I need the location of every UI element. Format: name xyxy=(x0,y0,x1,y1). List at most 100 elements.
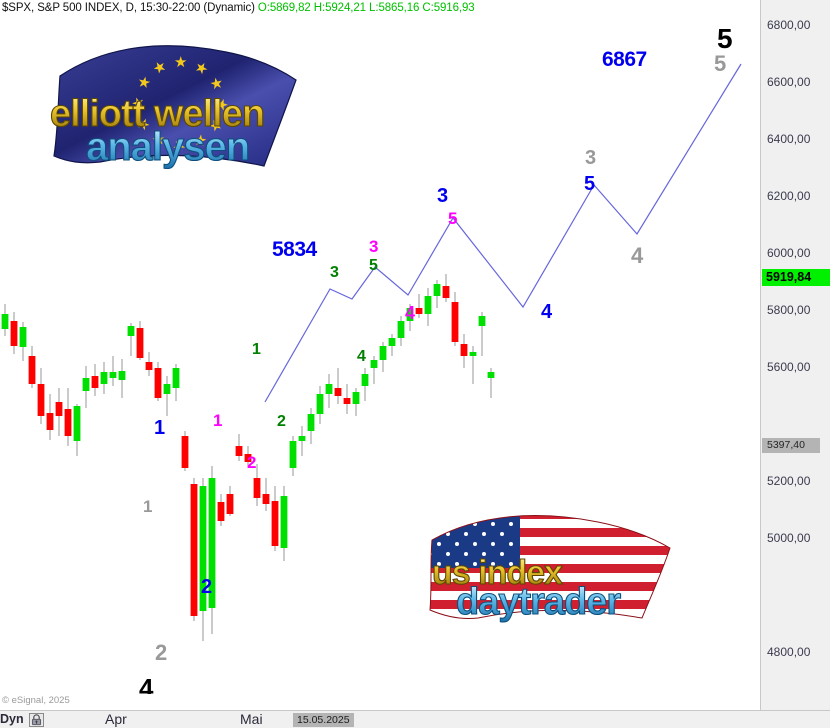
candle-body xyxy=(19,327,27,347)
wave-label-4: 4 xyxy=(631,243,644,268)
eu-logo-line1: elliott wellen xyxy=(50,93,264,135)
candle-body xyxy=(109,372,117,378)
wave-label-4: 4 xyxy=(405,303,416,323)
chart-canvas xyxy=(1,63,742,641)
previous-close-badge: 5397,40 xyxy=(762,438,820,453)
candle-body xyxy=(37,384,45,416)
candle-body xyxy=(397,321,405,338)
quote-header: $SPX, S&P 500 INDEX, D, 15:30-22:00 (Dyn… xyxy=(0,0,830,16)
candle-body xyxy=(406,308,414,321)
wave-label-5: 5 xyxy=(714,51,727,76)
candle-body xyxy=(433,284,441,296)
candle-body xyxy=(10,321,18,346)
svg-text:★: ★ xyxy=(173,137,186,154)
price-target-6867: 6867 xyxy=(602,48,647,71)
candle-body xyxy=(352,392,360,404)
wave-label-5: 5 xyxy=(584,173,596,195)
wave-label-1: 1 xyxy=(213,411,223,430)
wave-label-3: 3 xyxy=(437,185,449,207)
candle-body xyxy=(46,413,54,430)
wave-label-3: 3 xyxy=(369,237,379,256)
candle-body xyxy=(289,441,297,468)
candle-body xyxy=(100,372,108,384)
lock-icon[interactable] xyxy=(29,713,44,727)
candle-body xyxy=(136,328,144,358)
wave-label-4: 4 xyxy=(541,301,553,323)
candle-body xyxy=(1,314,9,329)
time-axis[interactable]: Dyn Apr Mai 15.05.2025 xyxy=(0,710,830,728)
candle-body xyxy=(244,454,252,462)
wave-label-1: 1 xyxy=(154,417,166,439)
price-axis[interactable]: 6800,00 6600,00 6400,00 6200,00 6000,00 5800,… xyxy=(760,0,830,710)
wave-label-2: 2 xyxy=(247,453,257,472)
symbol-description: $SPX, S&P 500 INDEX, D, 15:30-22:00 (Dyn… xyxy=(2,2,255,14)
wave-label-4: 4 xyxy=(139,673,154,694)
ohlc-values: O:5869,82 H:5924,21 L:5865,16 C:5916,93 xyxy=(257,2,475,14)
wave-label-2: 2 xyxy=(201,576,213,598)
candle-body xyxy=(424,296,432,314)
wave-label-3: 3 xyxy=(330,264,339,281)
price-tick: 6400,00 xyxy=(767,132,811,146)
candle-body xyxy=(361,374,369,386)
candle-body xyxy=(442,286,450,298)
wave-projection-line xyxy=(264,63,742,403)
wave-label-1: 1 xyxy=(252,341,261,358)
candle-body xyxy=(172,368,180,388)
wave-label-5: 5 xyxy=(717,23,733,54)
candle-body xyxy=(316,394,324,414)
price-tick: 5800,00 xyxy=(767,303,811,317)
last-price-badge: 5919,84 xyxy=(762,269,830,286)
dyn-scale-label[interactable]: Dyn xyxy=(0,712,24,726)
candle-body xyxy=(28,356,36,384)
candle-body xyxy=(163,384,171,394)
candle-body xyxy=(127,326,135,336)
candle-body xyxy=(154,368,162,398)
candle-body xyxy=(55,402,63,416)
candle-body xyxy=(208,478,216,608)
candle-body xyxy=(217,502,225,521)
price-tick: 6800,00 xyxy=(767,18,811,32)
candle-body xyxy=(181,436,189,468)
us-index-daytrader-logo: us index daytrader xyxy=(418,506,698,626)
candle-body xyxy=(235,446,243,456)
svg-text:★: ★ xyxy=(174,54,187,71)
time-tick: Apr xyxy=(105,711,127,727)
price-tick: 6600,00 xyxy=(767,75,811,89)
projection-polyline xyxy=(264,63,742,403)
wave-label-5: 5 xyxy=(369,257,378,274)
candle-body xyxy=(325,384,333,394)
candle-body xyxy=(487,372,495,378)
candle-body xyxy=(82,378,90,391)
candle-body xyxy=(451,302,459,342)
price-tick: 5000,00 xyxy=(767,531,811,545)
wave-label-1: 1 xyxy=(143,497,153,516)
us-logo-line1: us index xyxy=(432,554,563,592)
candle-body xyxy=(478,316,486,326)
price-tick: 6000,00 xyxy=(767,246,811,260)
candle-body xyxy=(190,484,198,616)
candle-body xyxy=(343,398,351,404)
us-logo-line2: daytrader xyxy=(456,581,621,623)
time-tick: Mai xyxy=(240,711,263,727)
candle-body xyxy=(64,409,72,436)
wave-label-4: 4 xyxy=(357,348,366,365)
candle-body xyxy=(469,352,477,356)
candle-body xyxy=(298,436,306,441)
eu-logo-line2: analysen xyxy=(86,125,249,169)
candle-body xyxy=(460,344,468,356)
wave-label-2: 2 xyxy=(155,640,168,665)
wave-label-3: 3 xyxy=(585,147,597,169)
candle-body xyxy=(253,478,261,498)
candle-body xyxy=(271,501,279,546)
price-target-5834: 5834 xyxy=(272,238,317,261)
candle-body xyxy=(307,414,315,431)
candle-body xyxy=(388,338,396,346)
candle-body xyxy=(199,486,207,611)
candle-body xyxy=(379,346,387,360)
chart-plot-area[interactable]: 4 2 1 1 2 1 2 1 2 3 4 5 3 4 5 3 4 5 3 4 5 5 5834 6867 xyxy=(0,16,760,694)
price-tick: 5200,00 xyxy=(767,474,811,488)
svg-text:★: ★ xyxy=(130,97,147,110)
candle-body xyxy=(415,308,423,314)
candle-body xyxy=(370,360,378,368)
